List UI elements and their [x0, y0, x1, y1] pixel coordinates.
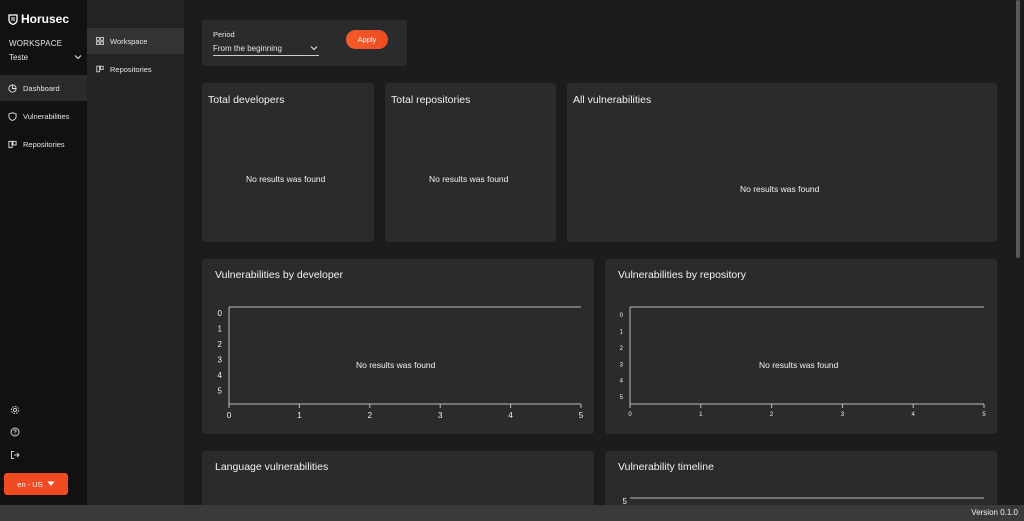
sidebar-item-vulnerabilities[interactable]: Vulnerabilities [0, 103, 87, 129]
chevron-down-icon [310, 46, 318, 51]
main-scrollbar[interactable] [1016, 0, 1020, 505]
x-tick-label: 5 [982, 412, 986, 418]
chevron-down-icon [74, 55, 82, 60]
y-tick-label: 4 [218, 371, 223, 380]
workspace-select[interactable]: Teste [9, 53, 85, 62]
repository-icon [8, 140, 17, 148]
card-title: Vulnerability timeline [618, 461, 714, 473]
repository-chart: 0 1 2 3 4 5 0 1 2 3 4 5 [620, 306, 986, 418]
workspace-label: WORKSPACE [9, 39, 63, 48]
all-vulnerabilities-card: All vulnerabilities No results was found [567, 83, 997, 242]
dashboard-subnav: Workspace Repositories [87, 0, 184, 505]
sidebar-item-repositories[interactable]: Repositories [0, 131, 87, 157]
empty-message: No results was found [246, 174, 326, 184]
x-tick-label: 2 [368, 411, 373, 420]
y-tick-label: 1 [218, 324, 223, 333]
total-developers-card: Total developers No results was found [202, 83, 374, 242]
timeline-chart: 5 [623, 497, 984, 505]
x-tick-label: 0 [628, 412, 632, 418]
empty-message: No results was found [740, 184, 820, 194]
y-tick-label: 5 [623, 497, 628, 505]
y-tick-label: 5 [620, 395, 624, 401]
developer-chart: 0 1 2 3 4 5 0 1 2 3 4 5 [218, 306, 584, 420]
vulnerability-timeline-card: Vulnerability timeline 5 [605, 451, 997, 505]
vulnerabilities-by-repository-card: Vulnerabilities by repository 0 1 2 3 4 5 0 1 2… [605, 259, 997, 434]
x-tick-label: 2 [770, 412, 774, 418]
help-icon[interactable] [10, 427, 20, 437]
x-tick-label: 0 [227, 411, 232, 420]
card-title: Total developers [208, 94, 285, 106]
grid-icon [96, 37, 104, 45]
y-tick-label: 3 [620, 362, 624, 368]
pie-chart-icon [8, 83, 17, 93]
caret-down-icon [47, 481, 55, 486]
card-title: Vulnerabilities by repository [618, 269, 747, 281]
card-title: Total repositories [391, 94, 471, 106]
main-sidebar: Horusec WORKSPACE Teste Dashboard Vulner… [0, 0, 87, 505]
empty-message: No results was found [429, 174, 509, 184]
y-tick-label: 2 [620, 346, 624, 352]
y-tick-label: 3 [218, 355, 223, 364]
total-repositories-card: Total repositories No results was found [385, 83, 556, 242]
apply-button[interactable]: Apply [346, 30, 388, 49]
sidebar-item-dashboard[interactable]: Dashboard [0, 75, 87, 101]
x-tick-label: 3 [438, 411, 443, 420]
footer-bar: Version 0.1.0 [0, 505, 1024, 521]
sidebar-item-label: Dashboard [23, 83, 60, 93]
version-label: Version 0.1.0 [971, 508, 1018, 517]
subnav-item-workspace[interactable]: Workspace [87, 28, 184, 54]
period-label: Period [213, 30, 235, 39]
empty-message: No results was found [356, 360, 436, 370]
shield-icon [8, 111, 17, 121]
period-value: From the beginning [213, 44, 282, 53]
sidebar-item-label: Vulnerabilities [23, 111, 70, 121]
subnav-item-repositories[interactable]: Repositories [87, 56, 184, 82]
x-tick-label: 3 [841, 412, 845, 418]
card-title: Language vulnerabilities [215, 461, 329, 473]
x-tick-label: 1 [297, 411, 302, 420]
y-tick-label: 0 [620, 313, 624, 319]
x-tick-label: 4 [508, 411, 513, 420]
y-tick-label: 2 [218, 340, 223, 349]
vulnerabilities-by-developer-card: Vulnerabilities by developer 0 1 2 3 4 5 0 1 2 3… [202, 259, 594, 434]
y-tick-label: 0 [218, 309, 223, 318]
y-tick-label: 5 [218, 386, 223, 395]
empty-message: No results was found [759, 360, 839, 370]
x-tick-label: 4 [912, 412, 916, 418]
workspace-value: Teste [9, 53, 29, 62]
language-vulnerabilities-card: Language vulnerabilities [202, 451, 594, 505]
y-tick-label: 4 [620, 379, 624, 385]
period-filter-card: Period From the beginning Apply [202, 20, 407, 66]
card-title: All vulnerabilities [573, 94, 652, 106]
x-tick-label: 5 [579, 411, 584, 420]
dashboard-main: Period From the beginning Apply Total de… [184, 0, 1020, 505]
scrollbar-thumb[interactable] [1016, 0, 1020, 258]
subnav-item-label: Repositories [110, 64, 152, 74]
repository-icon [96, 65, 104, 73]
logout-icon[interactable] [10, 450, 20, 460]
gear-icon[interactable] [10, 405, 20, 415]
app-logo[interactable]: Horusec [8, 12, 69, 26]
app-name: Horusec [21, 12, 70, 26]
language-label: en - US [17, 479, 43, 489]
language-select-button[interactable]: en - US [4, 473, 68, 495]
subnav-item-label: Workspace [110, 36, 148, 46]
x-tick-label: 1 [699, 412, 703, 418]
card-title: Vulnerabilities by developer [215, 269, 344, 281]
period-select[interactable]: From the beginning [213, 44, 319, 56]
horusec-logo-icon [8, 13, 18, 25]
sidebar-item-label: Repositories [23, 139, 65, 149]
y-tick-label: 1 [620, 330, 624, 336]
